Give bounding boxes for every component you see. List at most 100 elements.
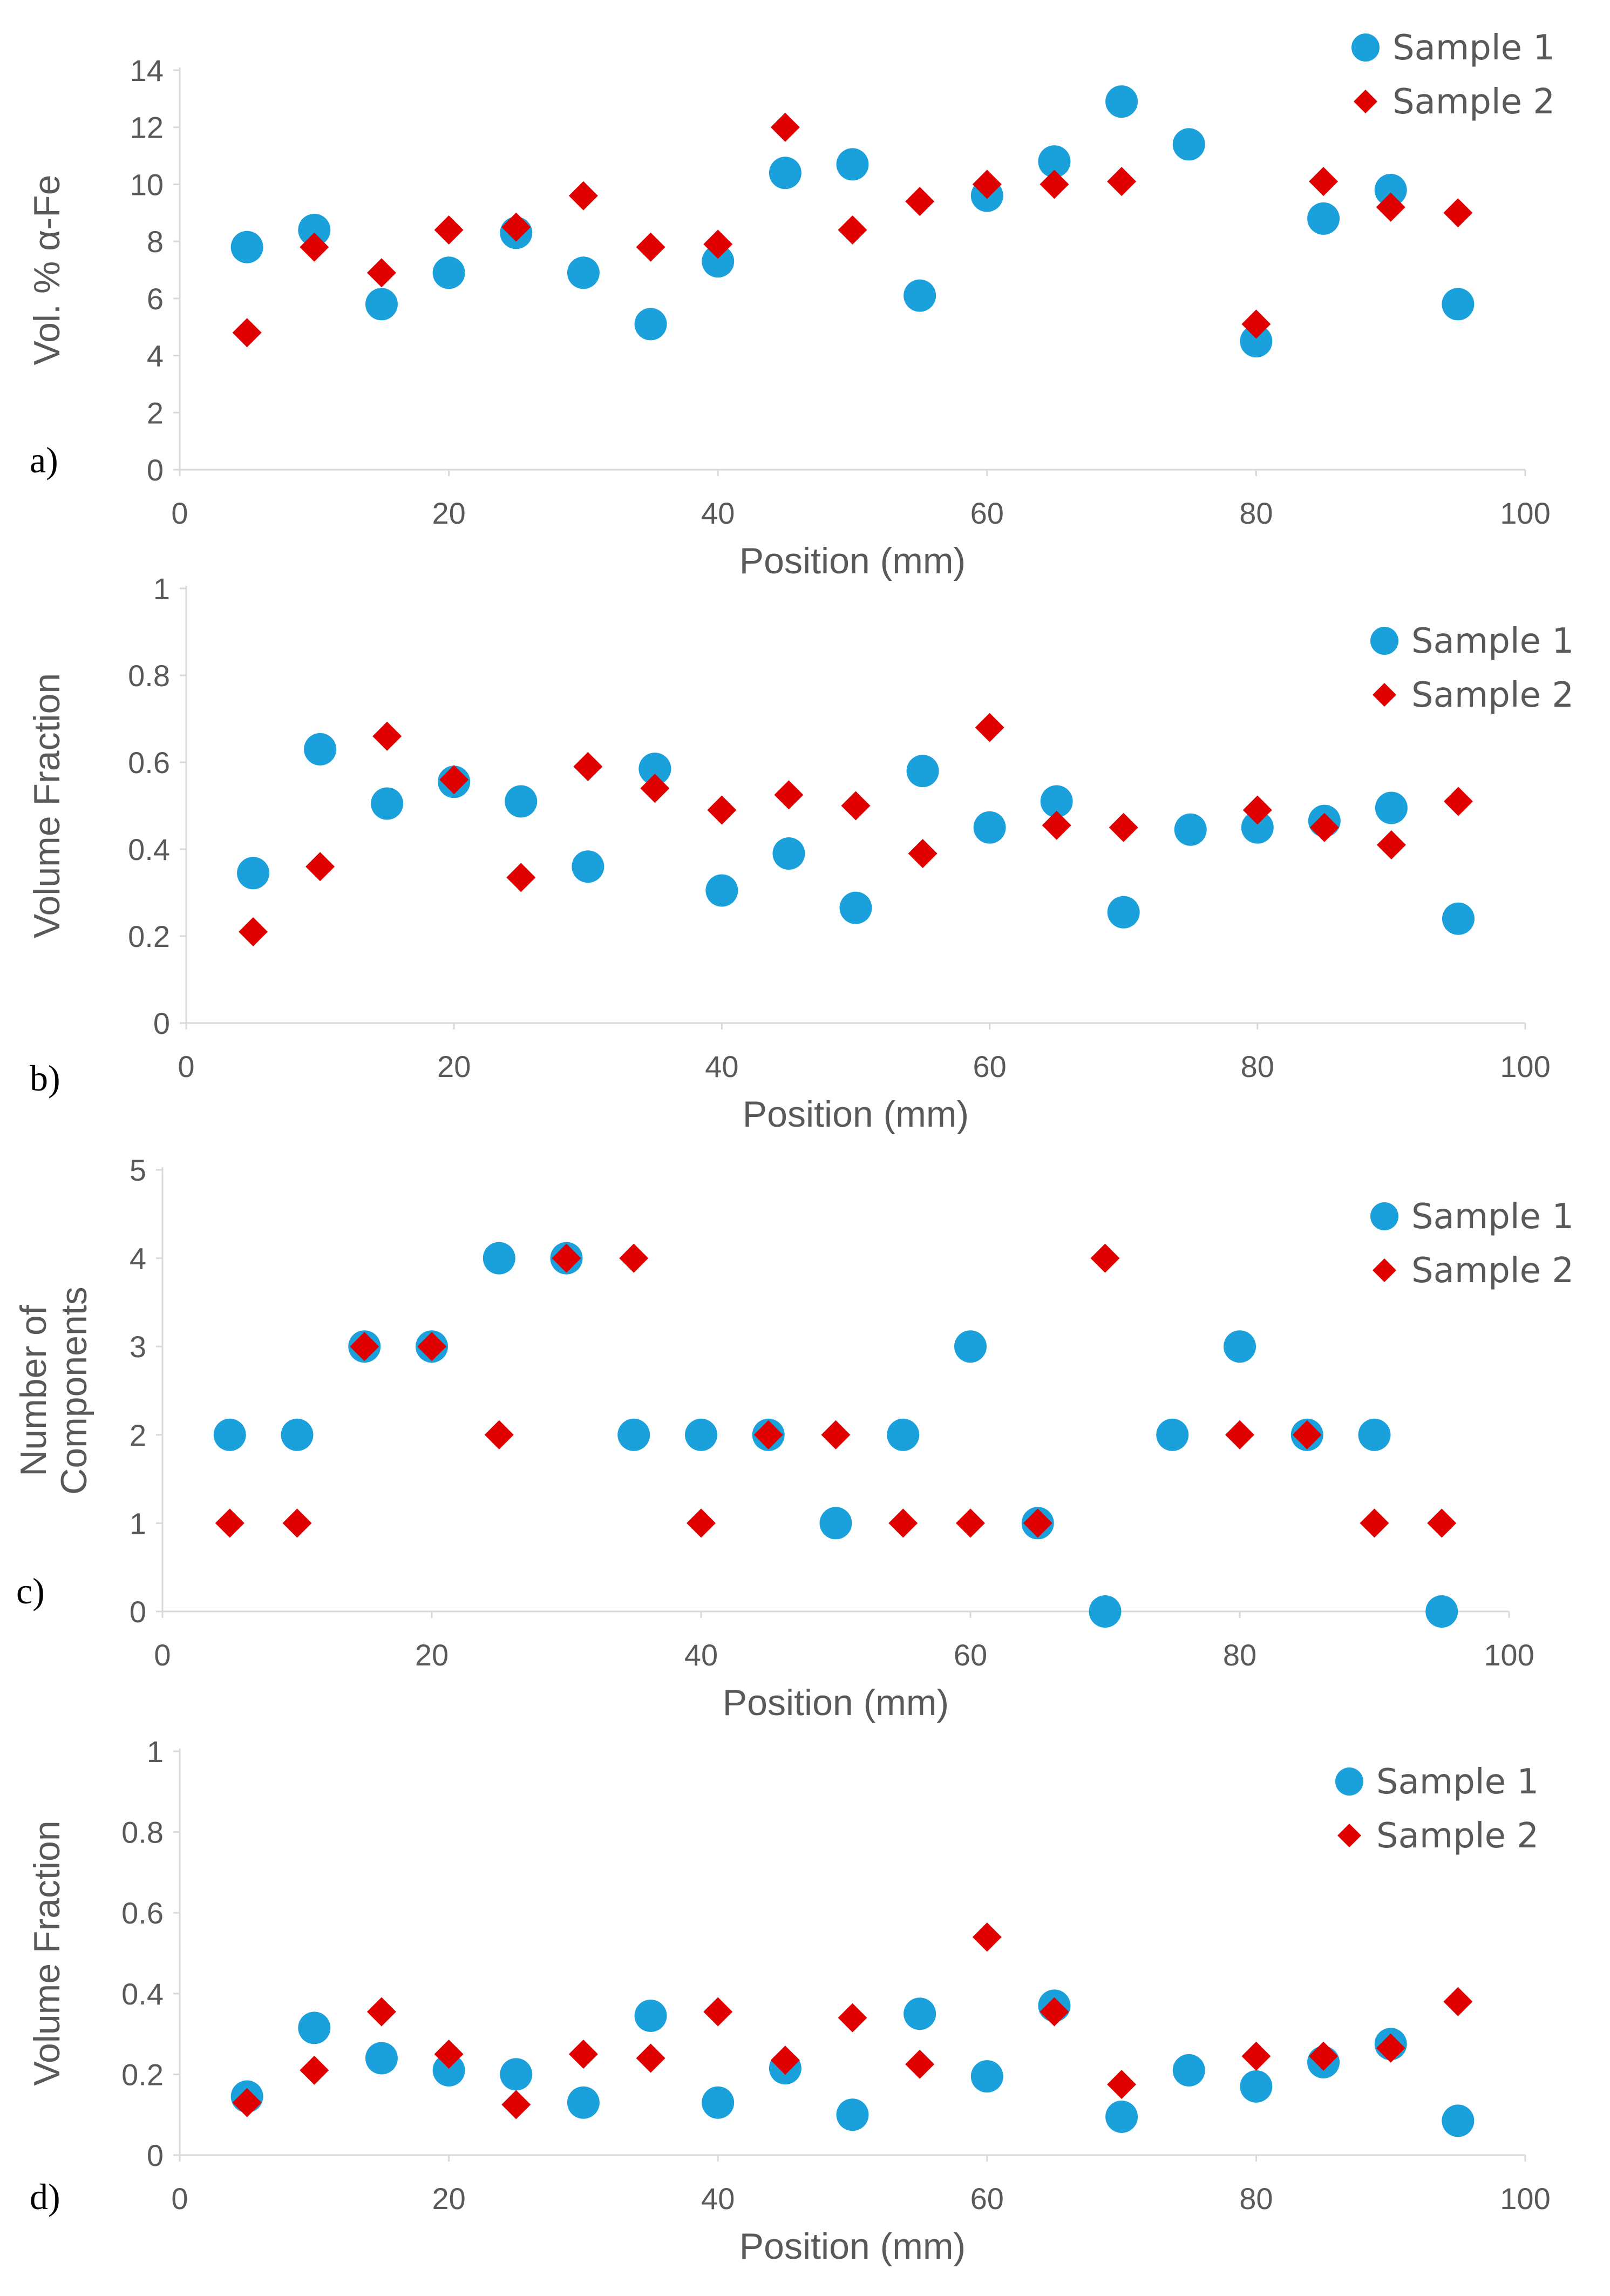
- data-point-sample-1: [819, 1507, 852, 1540]
- y-tick-label: 8: [147, 225, 164, 259]
- data-point-sample-1: [836, 2098, 869, 2131]
- x-tick-label: 40: [701, 2182, 735, 2216]
- data-point-sample-2: [300, 2055, 329, 2085]
- x-tick-label: 40: [705, 1049, 738, 1083]
- data-point-sample-2: [956, 1508, 985, 1538]
- data-point-sample-2: [1241, 309, 1271, 339]
- data-point-sample-2: [841, 791, 871, 821]
- data-point-sample-1: [1241, 811, 1274, 844]
- data-point-sample-2: [707, 795, 737, 825]
- data-point-sample-1: [1040, 785, 1073, 818]
- data-point-sample-2: [568, 2040, 598, 2069]
- data-point-sample-1: [1172, 2054, 1205, 2087]
- y-tick-label: 6: [147, 282, 164, 316]
- data-point-sample-1: [954, 1330, 987, 1363]
- y-tick-label: 0: [147, 453, 164, 487]
- data-point-sample-2: [417, 1332, 446, 1362]
- data-point-sample-2: [552, 1243, 581, 1273]
- x-tick-label: 0: [154, 1638, 171, 1672]
- data-point-sample-1: [1425, 1595, 1458, 1628]
- x-axis-title: Position (mm): [723, 1682, 949, 1723]
- data-point-sample-1: [970, 2060, 1003, 2093]
- data-point-sample-2: [573, 752, 603, 782]
- y-tick-label: 0.4: [121, 1977, 164, 2011]
- panel-label: a): [30, 439, 58, 480]
- x-tick-label: 20: [415, 1638, 449, 1672]
- legend-label: Sample 2: [1411, 1251, 1574, 1291]
- x-tick-label: 80: [1241, 1049, 1274, 1083]
- data-point-sample-2: [1309, 812, 1339, 842]
- data-point-sample-2: [434, 215, 464, 245]
- data-point-sample-1: [304, 733, 337, 766]
- legend-label: Sample 2: [1411, 675, 1574, 715]
- legend-label: Sample 1: [1392, 28, 1555, 68]
- legend-marker-sample-1: [1335, 1767, 1363, 1796]
- data-point-sample-2: [1242, 795, 1272, 825]
- y-tick-label: 4: [130, 1242, 146, 1276]
- y-tick-label: 0.6: [128, 746, 170, 780]
- data-point-sample-2: [239, 917, 268, 946]
- data-point-sample-1: [634, 308, 667, 341]
- data-point-sample-1: [1105, 85, 1138, 118]
- data-point-sample-2: [366, 258, 396, 288]
- y-tick-label: 0: [153, 1006, 170, 1040]
- data-point-sample-1: [230, 231, 263, 263]
- legend-label: Sample 1: [1411, 1197, 1574, 1237]
- data-point-sample-1: [617, 1418, 650, 1451]
- data-point-sample-1: [685, 1418, 717, 1451]
- data-point-sample-1: [1089, 1595, 1122, 1628]
- data-point-sample-1: [1358, 1418, 1391, 1451]
- data-point-sample-2: [1107, 167, 1137, 197]
- data-point-sample-2: [821, 1420, 851, 1450]
- data-point-sample-1: [371, 787, 404, 820]
- data-point-sample-1: [1224, 1330, 1256, 1363]
- y-tick-label: 2: [130, 1418, 146, 1452]
- data-point-sample-2: [1107, 2070, 1137, 2099]
- data-point-sample-1: [1374, 174, 1407, 206]
- x-tick-label: 100: [1500, 1049, 1550, 1083]
- x-tick-label: 20: [432, 496, 465, 530]
- data-point-sample-2: [1443, 198, 1473, 228]
- y-tick-label: 0.2: [121, 2057, 164, 2091]
- data-point-sample-1: [1107, 896, 1140, 929]
- data-point-sample-2: [905, 187, 935, 216]
- legend-label: Sample 2: [1392, 82, 1555, 122]
- data-point-sample-2: [215, 1508, 244, 1538]
- data-point-sample-2: [1241, 2041, 1271, 2071]
- data-point-sample-1: [1240, 325, 1273, 358]
- x-tick-label: 60: [973, 1049, 1006, 1083]
- x-tick-label: 60: [970, 2182, 1004, 2216]
- data-point-sample-1: [1156, 1418, 1189, 1451]
- data-point-sample-2: [1040, 1997, 1069, 2027]
- x-axis-title: Position (mm): [739, 540, 966, 581]
- data-point-sample-2: [972, 170, 1002, 199]
- data-point-sample-2: [1443, 787, 1473, 816]
- x-tick-label: 20: [437, 1049, 471, 1083]
- data-point-sample-2: [1427, 1508, 1457, 1538]
- y-tick-label: 1: [147, 1735, 164, 1769]
- x-tick-label: 100: [1500, 2182, 1550, 2216]
- data-point-sample-1: [903, 1997, 936, 2030]
- data-point-sample-2: [1309, 2041, 1339, 2071]
- data-point-sample-2: [506, 863, 536, 892]
- data-point-sample-2: [703, 229, 733, 259]
- data-point-sample-2: [770, 112, 800, 142]
- data-point-sample-1: [702, 2086, 735, 2119]
- data-point-sample-2: [1360, 1508, 1389, 1538]
- data-point-sample-2: [636, 232, 665, 262]
- y-tick-label: 4: [147, 339, 164, 373]
- data-point-sample-2: [838, 2003, 867, 2033]
- x-axis-title: Position (mm): [743, 1094, 969, 1135]
- data-point-sample-1: [702, 245, 735, 278]
- y-tick-label: 2: [147, 396, 164, 430]
- data-point-sample-2: [1443, 1987, 1473, 2016]
- x-tick-label: 20: [432, 2182, 465, 2216]
- data-point-sample-2: [1040, 170, 1069, 199]
- y-tick-label: 10: [130, 167, 164, 201]
- data-point-sample-1: [836, 148, 869, 181]
- y-axis-title: Vol. % α-Fe: [26, 175, 67, 365]
- data-point-sample-1: [567, 256, 600, 289]
- y-tick-label: 0: [147, 2138, 164, 2172]
- data-point-sample-2: [774, 780, 804, 810]
- data-point-sample-2: [905, 2049, 935, 2079]
